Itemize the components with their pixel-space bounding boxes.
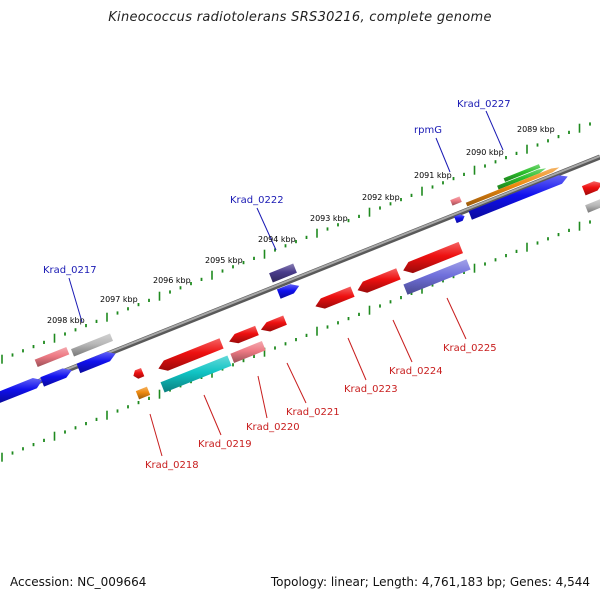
feature-krad-0224-red (357, 268, 401, 293)
feature-krad-0222-purple (269, 263, 297, 283)
feature-shape (276, 284, 300, 299)
gene-label-krad-0222[interactable]: Krad_0222 (230, 195, 284, 206)
gene-label-krad-0223[interactable]: Krad_0223 (344, 384, 398, 395)
feature-shape (158, 338, 224, 371)
feature-edge-gray (585, 199, 600, 213)
tick-row-bottom (1, 220, 591, 462)
genome-stats-text: Topology: linear; Length: 4,761,183 bp; … (270, 575, 590, 589)
label-leaders (68, 110, 504, 457)
feature-edge-red (581, 181, 600, 196)
gene-label-krad-0217[interactable]: Krad_0217 (43, 265, 97, 276)
feature-shape (40, 368, 72, 387)
feature-shape (71, 333, 113, 357)
feature-shape (581, 181, 600, 196)
feature-shape (468, 175, 568, 220)
gene-label-krad-0227[interactable]: Krad_0227 (457, 99, 511, 110)
feature-krad-0217-pink (34, 347, 70, 367)
feature-shape (135, 386, 151, 400)
leader-krad-0220 (257, 375, 268, 419)
leader-krad-0223 (347, 337, 367, 381)
feature-rpmg-blue (454, 214, 465, 224)
feature-krad-0219-cyan (160, 355, 232, 393)
tick-rows (1, 122, 591, 462)
feature-shape (76, 351, 116, 374)
feature-rpmg-pink (450, 196, 462, 206)
leader-krad-0218 (149, 413, 163, 457)
feature-shape (0, 378, 43, 403)
feature-shape (229, 325, 259, 344)
feature-shape (585, 199, 600, 213)
feature-green-arrow (497, 168, 547, 190)
kbp-label-2094: 2094 kbp (258, 235, 296, 244)
kbp-label-2092: 2092 kbp (362, 193, 400, 202)
feature-krad-0223-red (315, 286, 355, 309)
feature-shape (133, 368, 145, 379)
leader-krad-0225 (446, 297, 467, 340)
feature-krad-0221-red (260, 315, 287, 332)
kbp-label-2095: 2095 kbp (205, 256, 243, 265)
leader-krad-0224 (392, 319, 413, 363)
feature-shape (454, 214, 465, 224)
feature-krad-0222-blue (276, 284, 300, 299)
kbp-label-2097: 2097 kbp (100, 295, 138, 304)
feature-shape (315, 286, 355, 309)
gene-label-rpmg[interactable]: rpmG (414, 125, 442, 136)
feature-shape (269, 263, 297, 283)
feature-krad-0219-red (158, 338, 224, 371)
feature-blue-mid (40, 368, 72, 387)
feature-shape (450, 196, 462, 206)
feature-krad-0217-gray (71, 333, 113, 357)
feature-shape (503, 164, 541, 182)
kbp-label-2090: 2090 kbp (466, 148, 504, 157)
leader-rpmg (435, 137, 451, 173)
feature-krad-0218-orange (135, 386, 151, 400)
gene-features (0, 164, 600, 403)
feature-shape (403, 259, 471, 295)
leader-krad-0221 (286, 362, 307, 404)
feature-krad-0218-red (133, 368, 145, 379)
leader-krad-0222 (256, 207, 277, 251)
leader-krad-0217 (68, 277, 83, 323)
feature-shape (160, 355, 232, 393)
gene-label-krad-0225[interactable]: Krad_0225 (443, 343, 497, 354)
feature-shape (260, 315, 287, 332)
feature-shape (465, 167, 560, 207)
kbp-label-2098: 2098 kbp (47, 316, 85, 325)
gene-label-krad-0219[interactable]: Krad_0219 (198, 439, 252, 450)
feature-shape (230, 341, 266, 363)
gene-label-krad-0224[interactable]: Krad_0224 (389, 366, 443, 377)
feature-blue-left (0, 378, 43, 403)
feature-blue-right (76, 351, 116, 374)
feature-krad-0220-pink (230, 341, 266, 363)
kbp-label-2089: 2089 kbp (517, 125, 555, 134)
feature-krad-0225-purple (403, 259, 471, 295)
feature-orange-arrow (465, 167, 560, 207)
feature-shape (403, 241, 463, 274)
feature-blue-long (468, 175, 568, 220)
feature-shape (497, 168, 547, 190)
leader-krad-0227 (485, 110, 504, 151)
feature-krad-0227-green (503, 164, 541, 182)
leader-krad-0219 (203, 394, 222, 436)
accession-text: Accession: NC_009664 (10, 575, 147, 589)
kbp-label-2096: 2096 kbp (153, 276, 191, 285)
map-title: Kineococcus radiotolerans SRS30216, comp… (108, 10, 492, 25)
feature-shape (34, 347, 70, 367)
gene-label-krad-0221[interactable]: Krad_0221 (286, 407, 340, 418)
tick-row-top (1, 122, 591, 364)
kbp-label-2093: 2093 kbp (310, 214, 348, 223)
feature-krad-0225-red (403, 241, 463, 274)
feature-shape (357, 268, 401, 293)
gene-label-krad-0220[interactable]: Krad_0220 (246, 422, 300, 433)
gene-label-krad-0218[interactable]: Krad_0218 (145, 460, 199, 471)
feature-krad-0220-red (229, 325, 259, 344)
kbp-label-2091: 2091 kbp (414, 171, 452, 180)
